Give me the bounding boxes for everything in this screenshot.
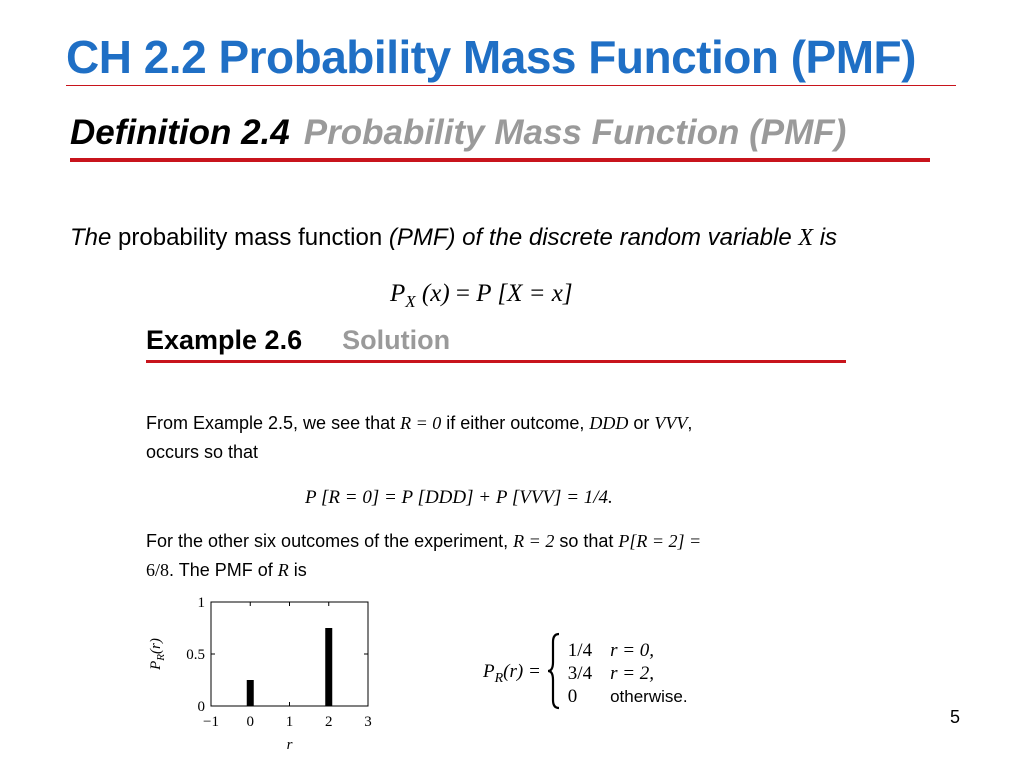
para2-math-2: P[R = 2] = [618,531,702,551]
pmf-lhs-p: P [483,661,495,683]
para2-math-3: 6/8 [146,560,170,580]
pmf-lhs-sub: R [494,670,504,686]
para1-text-1: From Example 2.5, we see that [146,413,401,433]
paragraph-2-line-1: For the other six outcomes of the experi… [146,527,701,556]
definition-underline [70,158,930,162]
probability-r0-formula: P [R = 0] = P [DDD] + P [VVV] = 1/4. [305,487,613,508]
pmf-cases-table: 1/4 r = 0, 3/4 r = 2, 0 otherwise. [568,640,688,709]
para2-text-4: is [288,560,307,580]
para2-math-4: R [277,560,289,580]
pmf-case-value: 3/4 [567,662,593,684]
formula-rhs-p: P [476,280,492,307]
definition-text-the: The [70,224,112,251]
pmf-case-condition: r = 0, [610,639,655,661]
solution-paragraph-2: For the other six outcomes of the experi… [146,527,701,585]
page-number: 5 [950,707,961,727]
pmf-definition-formula: PX (x) = P [X = x] [390,280,573,312]
formula-lhs-arg: (x) [421,280,450,307]
example-heading: Example 2.6 Solution [146,325,450,356]
definition-name: Probability Mass Function (PMF) [303,113,847,152]
para1-math-2: DDD [589,413,629,433]
para1-math-1: R = 0 [400,413,442,433]
y-axis-label: PR(r) [148,638,167,671]
left-brace-icon [547,632,559,710]
slide-title: CH 2.2 Probability Mass Function (PMF) [66,31,916,83]
y-tick-label: 1 [198,595,206,611]
definition-text: The probability mass function (PMF) of t… [70,224,837,252]
plot-frame [210,601,369,707]
x-tick-label: 2 [325,714,333,730]
example-underline [146,360,846,363]
pmf-case-row: 0 otherwise. [568,686,688,709]
pmf-piecewise-definition: PR(r) = 1/4 r = 0, 3/4 r = 2, 0 otherwise. [482,632,689,716]
pmf-lhs: PR(r) = [482,632,545,716]
pmf-brace [545,632,567,716]
formula-lhs-sub: X [405,292,416,311]
para2-text-2: so that [554,531,619,551]
x-tick-label: −1 [203,714,219,730]
para1-math-3: VVV [654,413,688,433]
para2-text-3: . The PMF of [169,560,278,580]
pmf-case-value: 1/4 [567,639,593,661]
definition-text-var: X [798,225,814,251]
definition-label: Definition 2.4 [70,113,290,152]
paragraph-2-line-2: 6/8. The PMF of R is [146,556,701,585]
pmf-case-row: 3/4 r = 2, [568,663,688,686]
formula-lhs-p: P [390,280,406,307]
pmf-case-row: 1/4 r = 0, [568,640,688,663]
definition-text-rest: (PMF) of the discrete random variable [388,224,792,251]
para2-text-1: For the other six outcomes of the experi… [146,531,514,551]
definition-heading: Definition 2.4 Probability Mass Function … [70,113,846,153]
para2-math-1: R = 2 [513,531,555,551]
solution-paragraph-1: From Example 2.5, we see that R = 0 if e… [146,409,692,467]
solution-label: Solution [342,325,451,355]
definition-text-pmf: probability mass function [118,224,383,251]
pmf-case-condition: otherwise. [610,686,688,706]
pmf-lhs-arg: (r) = [503,661,541,683]
x-tick-label: 0 [247,714,255,730]
paragraph-1-line-1: From Example 2.5, we see that R = 0 if e… [146,409,692,438]
para1-text-3: or [628,413,655,433]
pmf-case-value: 0 [567,685,578,707]
pmf-bar [325,628,333,706]
y-tick-label: 0 [198,699,206,715]
title-underline [66,85,956,86]
example-label: Example 2.6 [146,325,303,355]
x-axis-label: r [287,737,293,753]
y-tick-label: 0.5 [186,647,205,663]
x-tick-label: 1 [286,714,294,730]
paragraph-1-line-2: occurs so that [146,442,259,462]
definition-text-is: is [819,224,838,251]
pmf-case-condition: r = 2, [610,662,655,684]
para1-text-4: , [687,413,693,433]
formula-rhs-bracket: [X = x] [497,280,573,307]
para1-text-2: if either outcome, [441,413,590,433]
pmf-bar [246,680,254,706]
x-tick-label: 3 [364,714,372,730]
formula-eq: = [455,280,471,307]
